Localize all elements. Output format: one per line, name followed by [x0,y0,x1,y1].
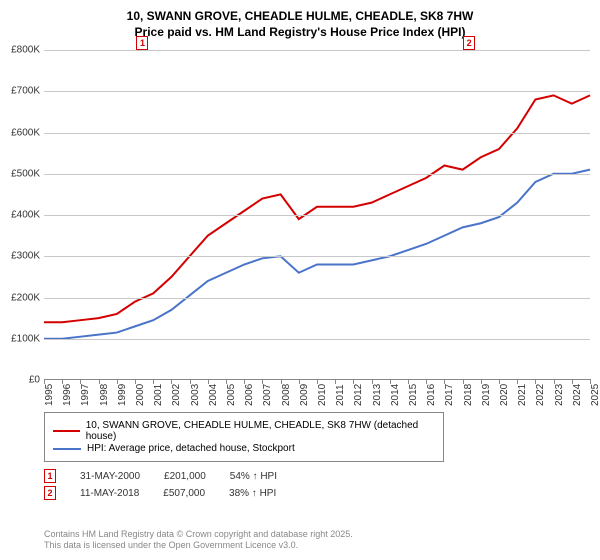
footer-line-2: This data is licensed under the Open Gov… [44,540,353,552]
sale-vs-hpi: 38% ↑ HPI [229,488,276,499]
y-axis-label: £500K [0,168,40,179]
y-axis-label: £100K [0,333,40,344]
y-axis-label: £600K [0,127,40,138]
title-line-2: Price paid vs. HM Land Registry's House … [10,24,590,40]
y-axis-label: £700K [0,86,40,97]
plot-area: £0£100K£200K£300K£400K£500K£600K£700K£80… [44,50,590,380]
sale-date: 31-MAY-2000 [80,471,140,482]
chart-sale-marker: 1 [136,36,148,50]
footer-attribution: Contains HM Land Registry data © Crown c… [44,529,353,552]
legend-item-hpi: HPI: Average price, detached house, Stoc… [53,443,435,454]
sale-row-1: 1 31-MAY-2000 £201,000 54% ↑ HPI [44,469,277,483]
chart-title: 10, SWANN GROVE, CHEADLE HULME, CHEADLE,… [0,0,600,44]
y-axis-label: £0 [0,375,40,386]
y-axis-label: £400K [0,210,40,221]
sale-marker-1: 1 [44,469,56,483]
legend: 10, SWANN GROVE, CHEADLE HULME, CHEADLE,… [44,412,444,462]
y-axis-label: £800K [0,45,40,56]
legend-label: 10, SWANN GROVE, CHEADLE HULME, CHEADLE,… [86,420,435,442]
legend-item-property: 10, SWANN GROVE, CHEADLE HULME, CHEADLE,… [53,420,435,442]
sale-date: 11-MAY-2018 [80,488,139,499]
y-axis-label: £200K [0,292,40,303]
price-chart-card: 10, SWANN GROVE, CHEADLE HULME, CHEADLE,… [0,0,600,560]
sale-price: £201,000 [164,471,206,482]
sale-row-2: 2 11-MAY-2018 £507,000 38% ↑ HPI [44,486,277,500]
legend-swatch [53,448,81,450]
legend-swatch [53,430,80,432]
sale-marker-2: 2 [44,486,56,500]
chart-area: £0£100K£200K£300K£400K£500K£600K£700K£80… [44,50,590,400]
title-line-1: 10, SWANN GROVE, CHEADLE HULME, CHEADLE,… [10,8,590,24]
legend-label: HPI: Average price, detached house, Stoc… [87,443,295,454]
chart-sale-marker: 2 [463,36,475,50]
sale-vs-hpi: 54% ↑ HPI [230,471,277,482]
sales-table: 1 31-MAY-2000 £201,000 54% ↑ HPI 2 11-MA… [44,466,277,503]
y-axis-label: £300K [0,251,40,262]
sale-price: £507,000 [163,488,205,499]
footer-line-1: Contains HM Land Registry data © Crown c… [44,529,353,541]
